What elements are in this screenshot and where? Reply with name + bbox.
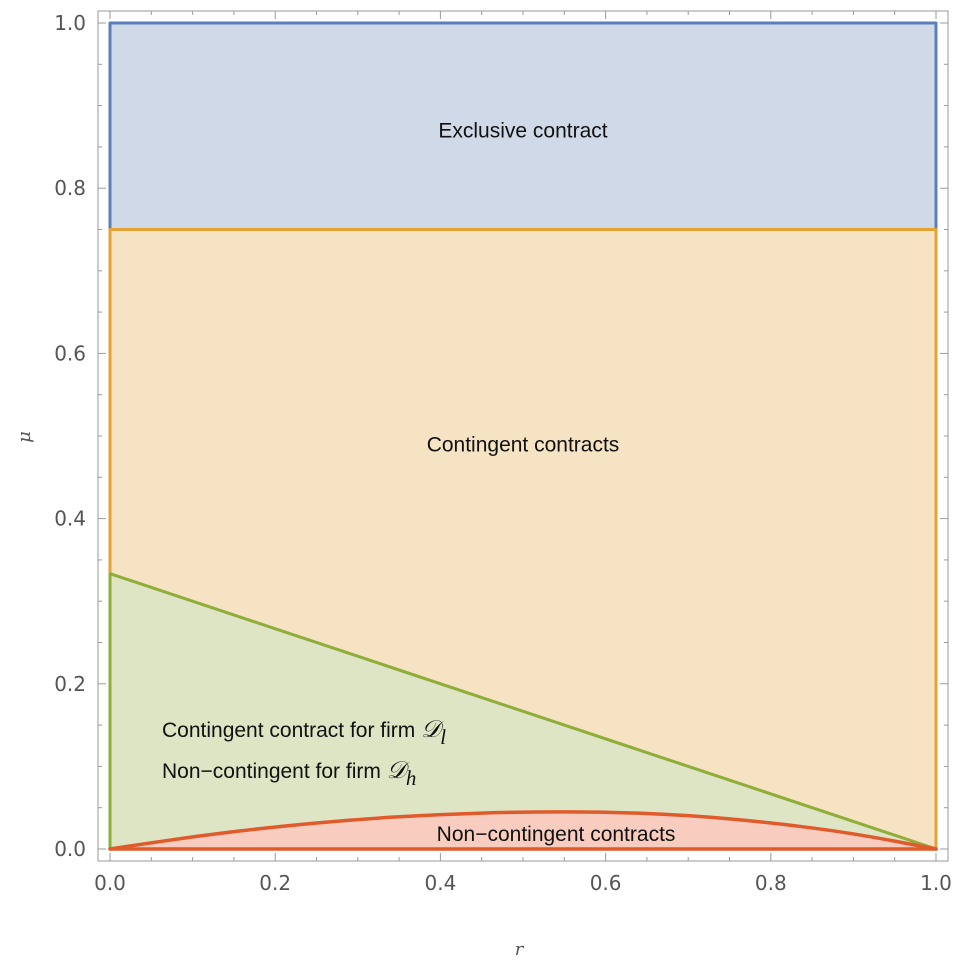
y-tick-label: 0.0 <box>54 837 86 861</box>
x-tick-label: 0.2 <box>259 871 291 895</box>
y-tick-label: 0.4 <box>54 507 86 531</box>
x-tick-label: 0.4 <box>424 871 456 895</box>
x-axis-label: r <box>515 939 525 960</box>
non-contingent-curve <box>108 810 938 851</box>
x-tick-label: 1.0 <box>920 871 952 895</box>
y-tick-label: 0.8 <box>54 176 86 200</box>
x-tick-label: 0.6 <box>590 871 622 895</box>
label-contingent: Contingent contracts <box>427 433 620 456</box>
y-axis-label: μ <box>14 431 35 443</box>
x-tick-label: 0.8 <box>755 871 787 895</box>
label-exclusive: Exclusive contract <box>438 119 607 142</box>
y-axis: 0.0 0.2 0.4 0.6 0.8 1.0 <box>54 11 948 861</box>
y-tick-label: 1.0 <box>54 11 86 35</box>
y-tick-label: 0.6 <box>54 341 86 365</box>
regions <box>108 21 938 851</box>
label-non-contingent: Non−contingent contracts <box>437 823 676 846</box>
y-tick-label: 0.2 <box>54 672 86 696</box>
x-tick-label: 0.0 <box>94 871 126 895</box>
region-non-contingent <box>110 811 936 849</box>
x-axis: 0.0 0.2 0.4 0.6 0.8 1.0 <box>94 11 952 895</box>
